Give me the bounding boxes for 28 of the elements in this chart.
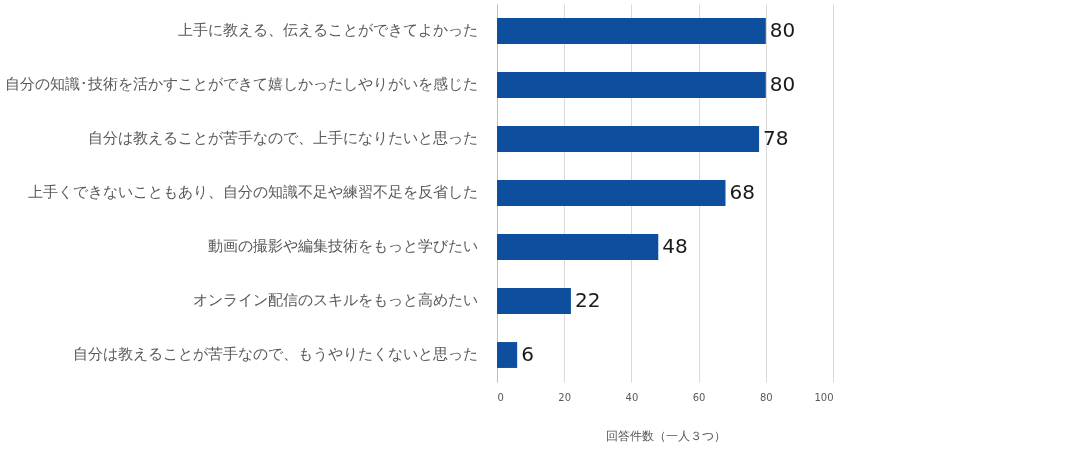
y-tick-label: 上手に教える、伝えることができてよかった [177,22,478,38]
bar [497,234,659,260]
x-axis-title: 回答件数（一人３つ） [605,428,726,443]
y-tick-label: 上手くできないこともあり、自分の知識不足や練習不足を反省した [27,184,478,200]
bar [497,126,760,152]
x-tick-label: 100 [814,391,834,403]
bar [497,18,766,44]
x-tick-label: 0 [497,391,504,403]
data-label: 78 [763,126,789,150]
data-label: 80 [769,72,796,96]
bar [497,72,766,98]
bar [497,180,726,206]
bar [497,342,518,368]
bar [497,288,571,314]
data-label: 6 [521,342,534,366]
x-tick-label: 40 [625,391,639,403]
data-label: 68 [729,180,755,204]
y-tick-label: オンライン配信のスキルをもっと高めたい [192,292,478,308]
data-label: 22 [574,288,601,312]
y-tick-label: 自分の知識･技術を活かすことができて嬉しかったしやりがいを感じた [4,76,478,92]
y-tick-label: 自分は教えることが苦手なので、上手になりたいと思った [87,130,478,146]
data-label: 80 [769,18,796,42]
data-label: 48 [662,234,688,258]
x-tick-label: 20 [558,391,572,403]
x-tick-label: 80 [759,391,773,403]
x-tick-label: 60 [692,391,706,403]
y-tick-label: 自分は教えることが苦手なので、もうやりたくないと思った [72,346,478,362]
y-tick-label: 動画の撮影や編集技術をもっと学びたい [207,238,478,254]
